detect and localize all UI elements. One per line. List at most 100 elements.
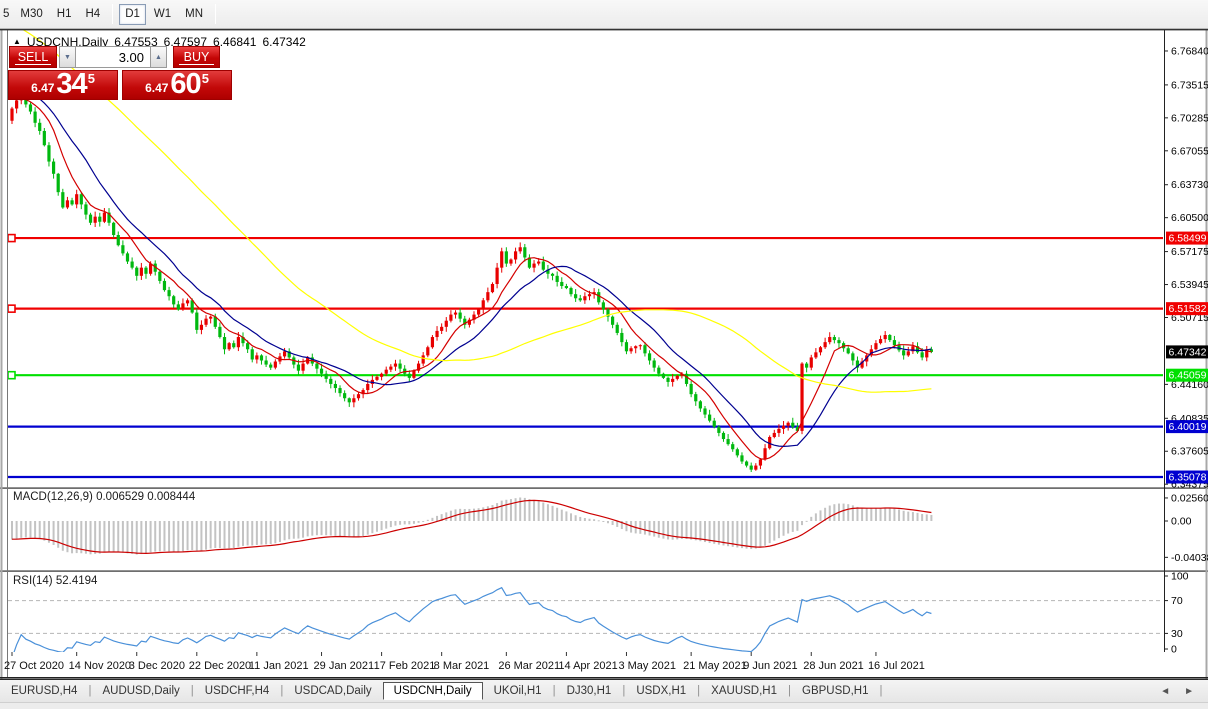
timeframe-w1-button[interactable]: W1 — [148, 4, 177, 25]
volume-input[interactable] — [76, 46, 150, 68]
svg-text:22 Dec 2020: 22 Dec 2020 — [189, 660, 251, 672]
tab-gbpusd-h1[interactable]: GBPUSD,H1 — [802, 685, 869, 697]
tab-audusd-daily[interactable]: AUDUSD,Daily — [102, 685, 180, 697]
chevron-up-icon: ▲ — [155, 53, 162, 61]
sell-button[interactable]: SELL — [9, 46, 57, 68]
tab-usdchf-h4[interactable]: USDCHF,H4 — [204, 685, 270, 697]
svg-text:0.00: 0.00 — [1171, 516, 1192, 528]
tab-usdcad-daily[interactable]: USDCAD,Daily — [294, 685, 372, 697]
ohlc-low: 6.46841 — [213, 35, 257, 49]
chevron-down-icon: ▼ — [64, 53, 71, 61]
price-axis: 6.76840 6.73515 6.70285 6.67055 6.63730 6.605… — [1164, 45, 1208, 656]
rsi-name: RSI(14) — [13, 575, 53, 587]
svg-text:100: 100 — [1171, 571, 1189, 583]
tab-usdx-h1[interactable]: USDX,H1 — [636, 685, 687, 697]
tab-separator: | — [280, 685, 284, 697]
ohlc-high: 6.47597 — [163, 35, 208, 49]
chart-ohlc-header: ▲ USDCNH,Daily 6.47553 6.47597 6.46841 6… — [13, 35, 306, 49]
svg-text:6.47342: 6.47342 — [1169, 346, 1207, 358]
chart-tab-bar: EURUSD,H4 | AUDUSD,Daily | USDCHF,H4 | USDC… — [0, 679, 1208, 702]
tab-usdcnh-daily[interactable]: USDCNH,Daily — [382, 682, 483, 700]
tab-separator: | — [552, 685, 556, 697]
tab-separator: | — [88, 685, 92, 697]
rsi-values: 52.4194 — [55, 575, 98, 587]
tab-separator: | — [190, 685, 194, 697]
svg-text:6.40019: 6.40019 — [1169, 421, 1207, 433]
sell-price-big-digits: 34 — [56, 68, 87, 100]
svg-text:6.60500: 6.60500 — [1171, 212, 1208, 224]
price-tag: 6.40019 — [1166, 420, 1208, 434]
bid-ask-tiles: 6.47 34 5 6.47 60 5 — [8, 70, 233, 100]
chart-symbol-title: USDCNH,Daily — [26, 35, 109, 49]
timeframe-d1-button[interactable]: D1 — [119, 3, 146, 25]
tab-eurusd-h4[interactable]: EURUSD,H4 — [11, 685, 78, 697]
buy-button[interactable]: BUY — [173, 46, 220, 68]
svg-text:0.025609: 0.025609 — [1171, 492, 1208, 504]
svg-text:6.63730: 6.63730 — [1171, 179, 1208, 191]
svg-text:21 May 2021: 21 May 2021 — [683, 660, 747, 672]
price-tag: 6.47342 — [1166, 345, 1208, 359]
svg-text:14 Nov 2020: 14 Nov 2020 — [69, 660, 131, 672]
svg-text:6.44160: 6.44160 — [1171, 379, 1208, 391]
timeframe-h1-button[interactable]: H1 — [51, 4, 78, 25]
tab-separator: | — [622, 685, 626, 697]
sell-price-tile[interactable]: 6.47 34 5 — [8, 70, 118, 100]
svg-text:3 Dec 2020: 3 Dec 2020 — [129, 660, 185, 672]
svg-text:6.45059: 6.45059 — [1169, 370, 1207, 382]
moving-averages-layer — [11, 30, 932, 460]
timeframe-m15-button[interactable]: 5 — [0, 4, 12, 25]
macd-values: 0.006529 0.008444 — [96, 491, 196, 503]
tab-scroll-left-icon[interactable]: ◄ — [1160, 685, 1171, 697]
timeframe-mn-button[interactable]: MN — [179, 4, 209, 25]
volume-decrease-button[interactable]: ▼ — [59, 46, 76, 68]
svg-text:6.67055: 6.67055 — [1171, 145, 1208, 157]
ohlc-close: 6.47342 — [262, 35, 306, 49]
buy-price-big-digits: 60 — [170, 68, 201, 100]
timeframe-h4-button[interactable]: H4 — [79, 4, 106, 25]
price-tag: 6.35078 — [1166, 470, 1208, 484]
svg-text:30: 30 — [1171, 628, 1183, 640]
svg-text:6.35078: 6.35078 — [1169, 472, 1207, 484]
svg-text:0: 0 — [1171, 644, 1177, 656]
tab-dj30-h1[interactable]: DJ30,H1 — [566, 685, 612, 697]
svg-text:9 Jun 2021: 9 Jun 2021 — [743, 660, 797, 672]
svg-text:6.58499: 6.58499 — [1169, 233, 1207, 245]
tab-xauusd-h1[interactable]: XAUUSD,H1 — [711, 685, 777, 697]
buy-price-tile[interactable]: 6.47 60 5 — [122, 70, 232, 100]
sell-price-prefix: 6.47 — [31, 81, 55, 95]
svg-text:6.51582: 6.51582 — [1169, 303, 1207, 315]
svg-text:6.73515: 6.73515 — [1171, 79, 1208, 91]
toolbar-separator — [215, 4, 217, 24]
tab-ukoil-h1[interactable]: UKOil,H1 — [493, 685, 542, 697]
toolbar-separator — [112, 4, 114, 24]
collapse-arrow-icon[interactable]: ▲ — [13, 36, 21, 46]
tab-separator: | — [697, 685, 701, 697]
tab-scroll-right-icon[interactable]: ► — [1184, 685, 1194, 697]
svg-text:6.53945: 6.53945 — [1171, 279, 1208, 291]
volume-increase-button[interactable]: ▲ — [150, 46, 167, 68]
timeframe-m30-button[interactable]: M30 — [14, 4, 48, 25]
buy-price-prefix: 6.47 — [145, 81, 169, 95]
svg-text:6.76840: 6.76840 — [1171, 45, 1208, 57]
rsi-layer — [8, 586, 1163, 652]
tab-separator: | — [788, 685, 791, 697]
svg-text:70: 70 — [1171, 595, 1183, 607]
svg-text:11 Jan 2021: 11 Jan 2021 — [249, 660, 309, 672]
svg-text:6.57175: 6.57175 — [1171, 246, 1208, 258]
price-chart-canvas[interactable]: 6.76840 6.73515 6.70285 6.67055 6.63730 6.605… — [0, 29, 1208, 679]
trade-buttons-row: SELL ▼ ▲ BUY — [9, 46, 233, 68]
candles-layer — [10, 88, 933, 473]
macd-indicator-label: MACD(12,26,9) 0.006529 0.008444 — [13, 491, 195, 503]
svg-text:6.37605: 6.37605 — [1171, 446, 1208, 458]
tab-separator: | — [879, 685, 883, 697]
buy-price-pipette: 5 — [201, 71, 209, 86]
chart-window: 6.76840 6.73515 6.70285 6.67055 6.63730 6.605… — [0, 29, 1208, 679]
svg-text:14 Apr 2021: 14 Apr 2021 — [558, 660, 617, 672]
sell-price-pipette: 5 — [87, 71, 95, 86]
price-tag: 6.51582 — [1166, 302, 1208, 316]
svg-text:28 Jun 2021: 28 Jun 2021 — [803, 660, 864, 672]
svg-text:26 Mar 2021: 26 Mar 2021 — [498, 660, 560, 672]
